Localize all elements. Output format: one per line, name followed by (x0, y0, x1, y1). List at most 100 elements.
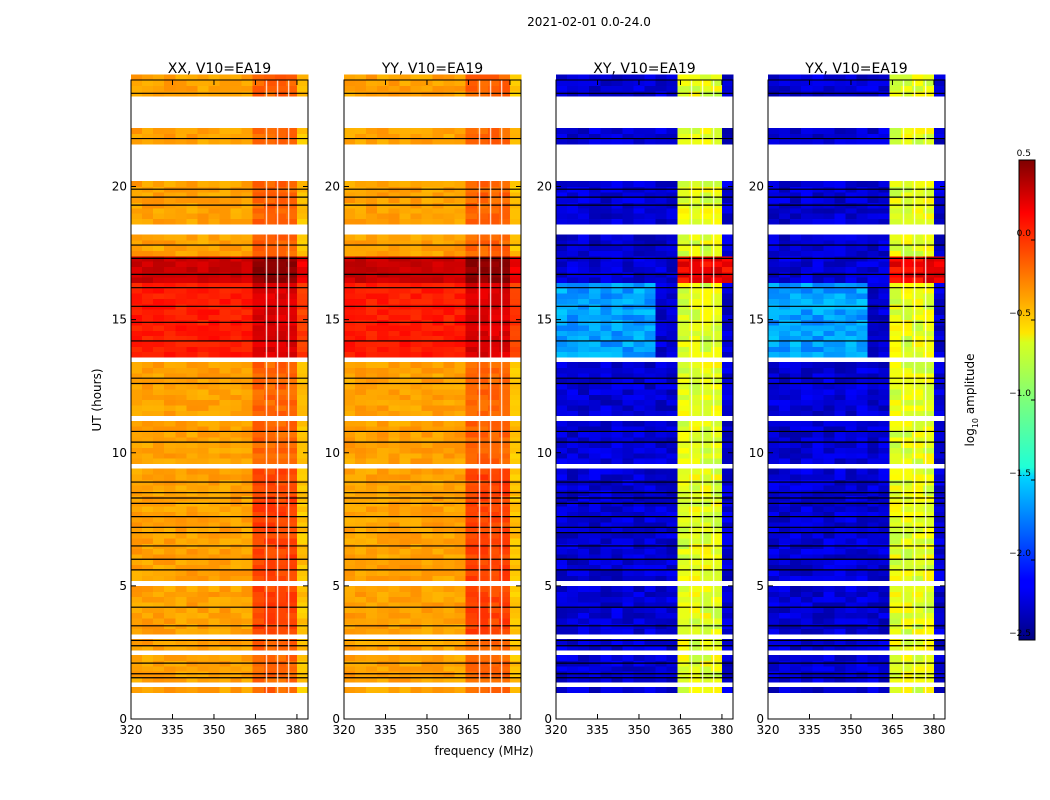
heatmap-cell (790, 585, 802, 592)
heatmap-cell (633, 85, 646, 92)
heatmap-cell (578, 133, 590, 140)
heatmap-cell (366, 277, 378, 283)
heatmap-cell (509, 324, 522, 331)
heatmap-cell (509, 436, 522, 443)
heatmap-cell (197, 585, 210, 592)
heatmap-cell (153, 383, 165, 390)
heatmap-cell (710, 687, 723, 693)
heatmap-cell (933, 607, 946, 614)
heatmap-cell (208, 250, 221, 257)
heatmap-cell (487, 559, 500, 566)
heatmap-cell (241, 133, 254, 140)
heatmap-cell (699, 644, 712, 651)
heatmap-cell (274, 527, 287, 534)
heatmap-cell (142, 394, 154, 401)
heatmap-cell (699, 293, 712, 299)
heatmap-cell (465, 378, 478, 385)
heatmap-cell (274, 410, 287, 417)
heatmap-cell (175, 474, 187, 480)
heatmap-cell (655, 516, 668, 523)
heatmap-cell (589, 628, 601, 635)
heatmap-cell (263, 250, 276, 257)
heatmap-cell (567, 516, 579, 523)
heatmap-cell (208, 564, 221, 571)
heatmap-cell (443, 314, 456, 321)
heatmap-cell (677, 234, 690, 241)
heatmap-cell (410, 447, 423, 454)
heatmap-cell (230, 537, 243, 544)
heatmap-cell (241, 127, 254, 134)
heatmap-cell (556, 351, 568, 358)
heatmap-cell (578, 601, 590, 608)
heatmap-cell (454, 293, 467, 299)
heatmap-cell (142, 617, 154, 624)
heatmap-cell (721, 378, 734, 385)
heatmap-cell (186, 452, 198, 459)
heatmap-cell (900, 687, 913, 693)
heatmap-cell (296, 218, 309, 225)
heatmap-cell (867, 687, 880, 693)
heatmap-cell (845, 585, 858, 592)
heatmap-cell (153, 314, 165, 321)
heatmap-cell (421, 335, 434, 342)
heatmap-cell (208, 394, 221, 401)
heatmap-cell (285, 213, 298, 220)
heatmap-cell (487, 474, 500, 480)
heatmap-cell (498, 527, 511, 534)
heatmap-cell (655, 452, 668, 459)
heatmap-cell (432, 74, 445, 81)
heatmap-cell (285, 559, 298, 566)
heatmap-cell (498, 191, 511, 198)
heatmap-cell (498, 410, 511, 417)
heatmap-cell (443, 298, 456, 305)
heatmap-cell (399, 308, 411, 315)
heatmap-cell (611, 324, 623, 331)
heatmap-cell (933, 639, 946, 646)
heatmap-cell (710, 410, 723, 417)
heatmap-cell (655, 191, 668, 198)
heatmap-cell (611, 532, 623, 539)
heatmap-cell (622, 474, 635, 480)
heatmap-cell (487, 85, 500, 92)
heatmap-cell (633, 569, 646, 576)
heatmap-cell (274, 532, 287, 539)
heatmap-cell (153, 591, 165, 598)
x-tick-label: 365 (244, 723, 267, 737)
heatmap-cell (465, 330, 478, 337)
heatmap-cell (801, 676, 813, 683)
heatmap-cell (633, 431, 646, 438)
heatmap-cell (186, 346, 198, 353)
heatmap-cell (131, 351, 143, 358)
heatmap-cell (366, 431, 378, 438)
heatmap-cell (219, 207, 232, 214)
heatmap-cell (933, 628, 946, 635)
heatmap-cell (274, 575, 287, 582)
heatmap-cell (366, 197, 378, 204)
heatmap-cell (274, 559, 287, 566)
heatmap-cell (263, 308, 276, 315)
heatmap-cell (388, 207, 400, 214)
heatmap-cell (186, 553, 198, 560)
heatmap-cell (710, 548, 723, 555)
heatmap-cell (699, 468, 712, 475)
heatmap-cell (274, 372, 287, 379)
heatmap-cell (388, 127, 400, 134)
heatmap-cell (432, 138, 445, 145)
heatmap-cell (509, 340, 522, 347)
heatmap-cell (344, 80, 356, 86)
heatmap-cell (274, 298, 287, 305)
heatmap-cell (366, 293, 378, 299)
heatmap-cell (131, 410, 143, 417)
heatmap-cell (589, 287, 601, 294)
heatmap-cell (589, 324, 601, 331)
heatmap-cell (611, 468, 623, 475)
heatmap-cell (509, 372, 522, 379)
heatmap-cell (633, 245, 646, 251)
heatmap-cell (688, 213, 701, 220)
heatmap-cell (421, 575, 434, 582)
heatmap-cell (823, 676, 835, 683)
heatmap-cell (285, 388, 298, 395)
heatmap-cell (344, 532, 356, 539)
heatmap-cell (285, 207, 298, 214)
heatmap-cell (355, 250, 367, 257)
